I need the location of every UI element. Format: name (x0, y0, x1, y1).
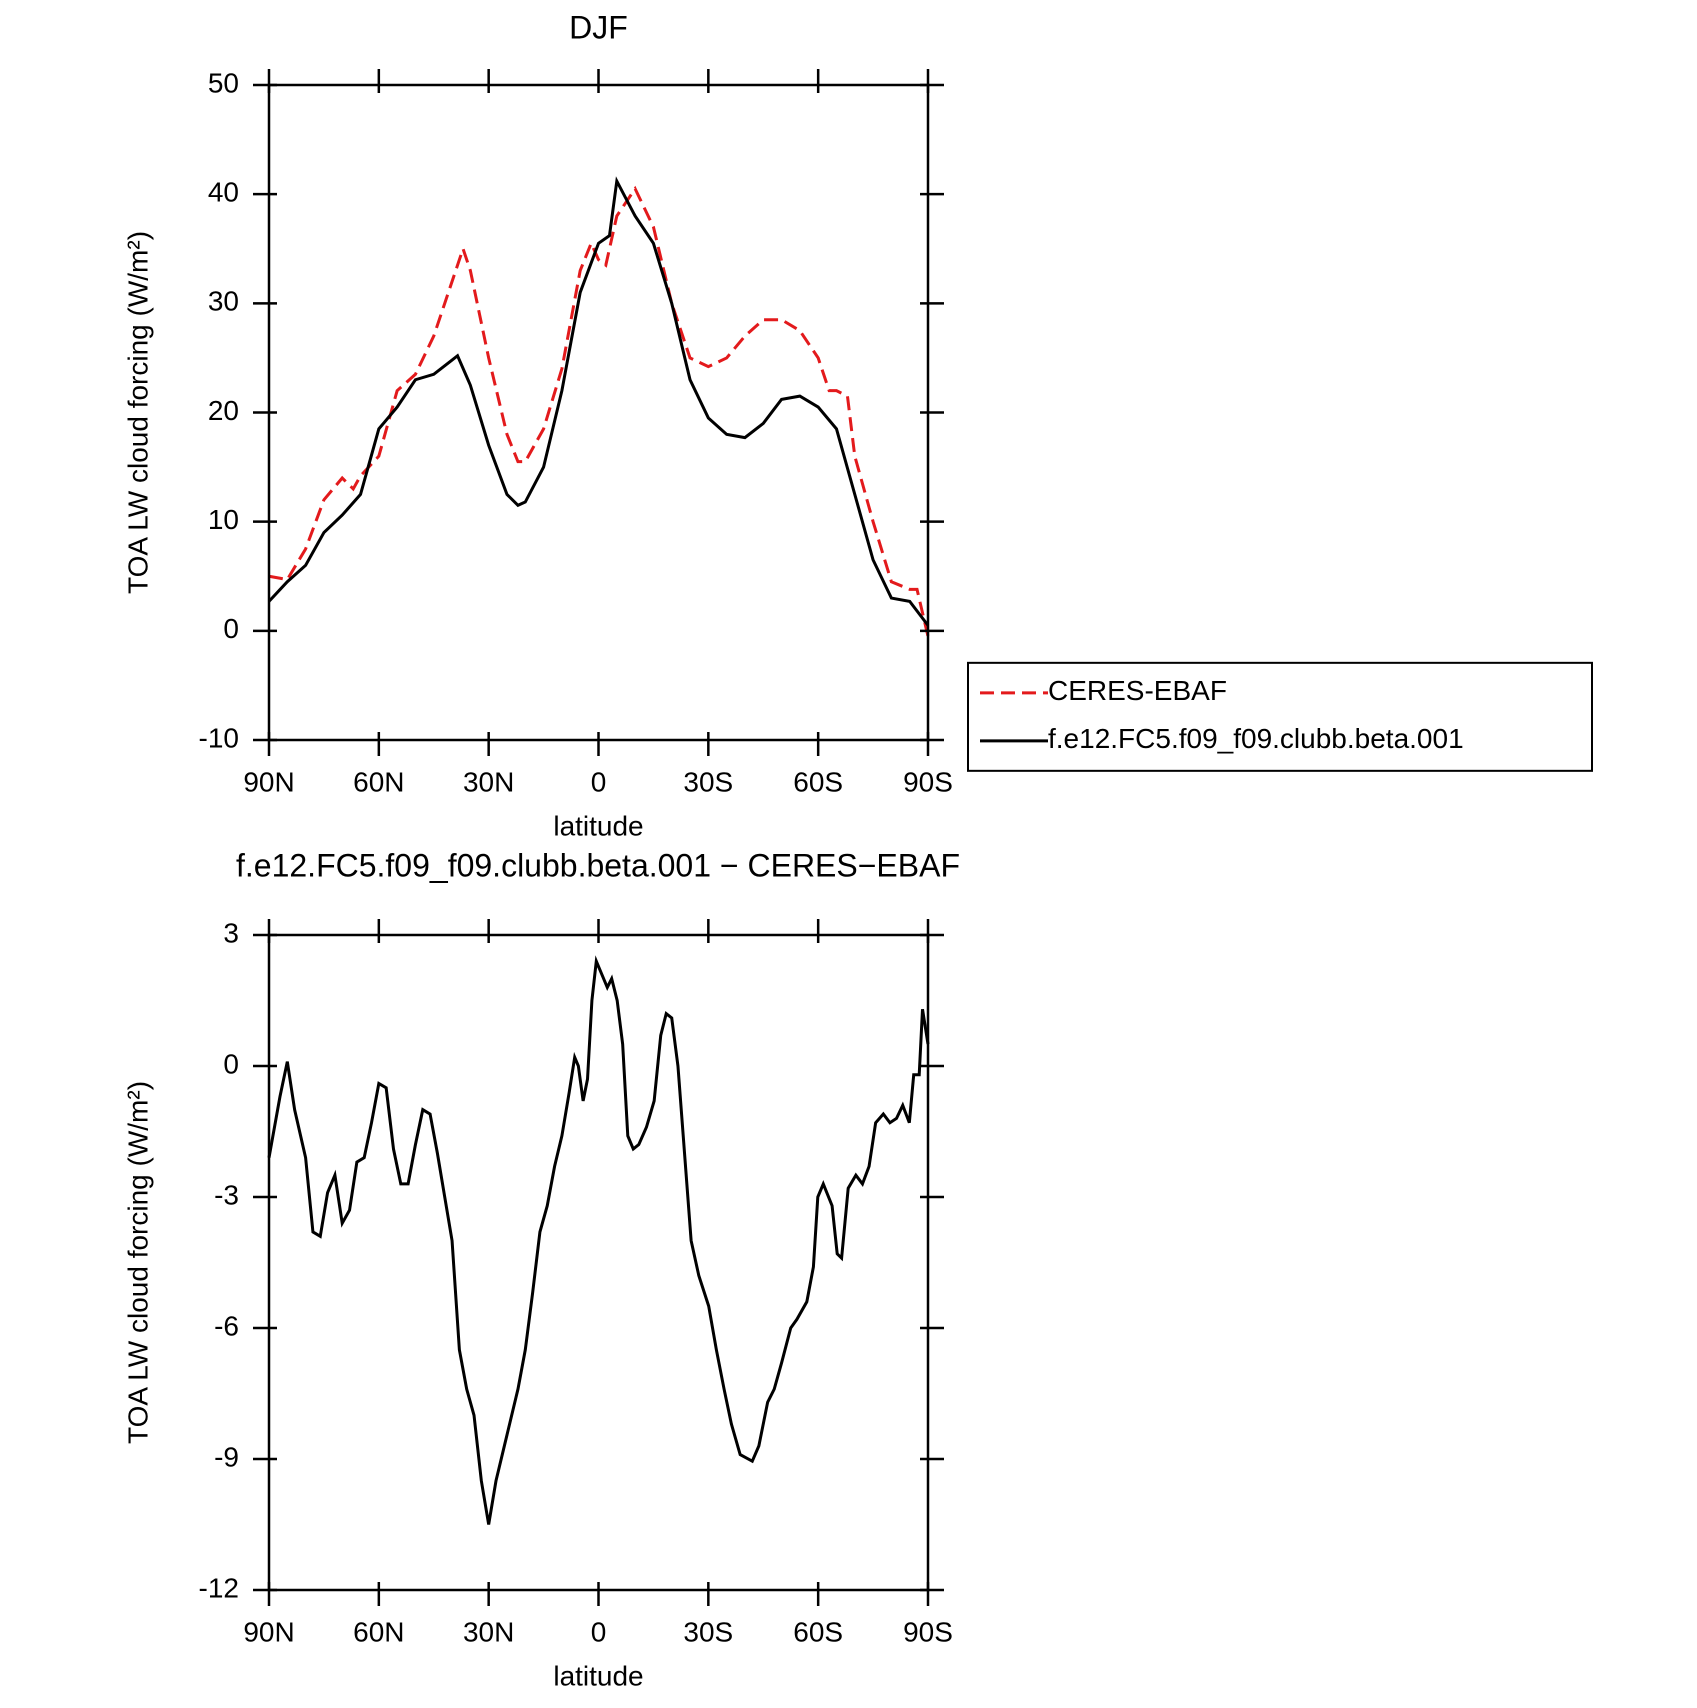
x-tick-label: 30S (683, 766, 733, 797)
x-tick-label: 30N (463, 766, 514, 797)
data-line (268, 185, 930, 637)
y-axis-label: TOA LW cloud forcing (W/m²) (122, 231, 153, 594)
y-tick-label: -3 (214, 1179, 239, 1210)
y-tick-label: 30 (208, 286, 239, 317)
y-tick-label: -12 (199, 1572, 239, 1603)
data-line (267, 176, 930, 627)
x-tick-label: 0 (591, 1616, 607, 1647)
x-tick-label: 0 (591, 766, 607, 797)
x-tick-label: 90S (903, 1616, 953, 1647)
plot-frame (267, 83, 930, 742)
y-tick-label: -9 (214, 1441, 239, 1472)
x-tick-label: 30N (463, 1616, 514, 1647)
legend-label: f.e12.FC5.f09_f09.clubb.beta.001 (1048, 723, 1464, 754)
plot-frame (267, 933, 930, 1592)
y-tick-label: 0 (223, 1048, 239, 1079)
x-tick-label: 60S (793, 766, 843, 797)
x-axis-label: latitude (553, 810, 643, 841)
y-tick-label: -6 (214, 1310, 239, 1341)
legend-box (967, 661, 1593, 772)
chart: DJF -10 0 10 20 30 40 50 90N 60N 30N 0 30S 60S 90S lati… (122, 9, 1593, 841)
y-tick-label: 0 (223, 613, 239, 644)
chart-title: f.e12.FC5.f09_f09.clubb.beta.001 − CERES… (236, 847, 960, 883)
x-tick-label: 90S (903, 766, 953, 797)
y-tick-label: 3 (223, 917, 239, 948)
x-tick-label: 60N (353, 766, 404, 797)
y-tick-label: 10 (208, 504, 239, 535)
y-tick-label: 20 (208, 395, 239, 426)
x-tick-label: 30S (683, 1616, 733, 1647)
x-axis-label: latitude (553, 1660, 643, 1691)
data-line (267, 955, 930, 1525)
y-tick-label: 50 (208, 67, 239, 98)
x-tick-label: 90N (243, 1616, 294, 1647)
legend-label: CERES-EBAF (1048, 675, 1227, 706)
chart-title: DJF (569, 9, 628, 45)
chart: f.e12.FC5.f09_f09.clubb.beta.001 − CERES… (122, 847, 960, 1691)
y-axis-label: TOA LW cloud forcing (W/m²) (122, 1081, 153, 1444)
x-tick-label: 60S (793, 1616, 843, 1647)
y-tick-label: -10 (199, 722, 239, 753)
x-tick-label: 60N (353, 1616, 404, 1647)
y-tick-label: 40 (208, 177, 239, 208)
x-tick-label: 90N (243, 766, 294, 797)
